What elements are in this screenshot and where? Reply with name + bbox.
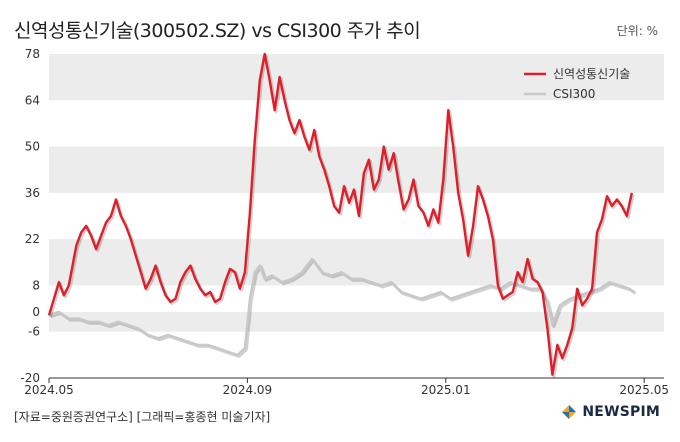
x-tick-label: 2025.05	[619, 383, 669, 397]
logo-text: NEWSPIM	[582, 404, 660, 420]
x-tick-label: 2025.01	[421, 383, 471, 397]
y-axis: 78 64 50 36 22 8 0 -6 -20	[20, 47, 40, 385]
y-tick-label: 36	[25, 186, 40, 200]
y-tick-label: 22	[25, 232, 40, 246]
y-tick-label: 8	[32, 278, 40, 292]
background-band	[49, 146, 664, 193]
y-tick-label: 64	[25, 93, 40, 107]
legend-label: 신역성통신기술	[553, 67, 630, 81]
x-axis: 2024.05 2024.09 2025.01 2025.05	[24, 378, 669, 397]
chart-title: 신역성통신기술(300502.SZ) vs CSI300 주가 추이	[14, 20, 421, 42]
series-lines	[47, 52, 637, 378]
newspim-logo: NEWSPIM	[561, 404, 660, 420]
series-line-sinyuk	[47, 52, 633, 376]
x-tick-label: 2024.09	[223, 383, 273, 397]
background-band	[49, 54, 664, 101]
y-tick-label: 50	[25, 140, 40, 154]
y-tick-label: -20	[20, 371, 40, 385]
y-tick-label: 78	[25, 47, 40, 61]
x-tick-label: 2024.05	[24, 383, 74, 397]
source-credit: [자료=중원증권연구소] [그래픽=홍종현 미술기자]	[14, 410, 271, 424]
y-tick-label: -6	[28, 325, 40, 339]
newspim-logo-icon	[562, 405, 577, 419]
legend-label: CSI300	[553, 87, 595, 101]
unit-label: 단위: %	[616, 24, 658, 38]
legend: 신역성통신기술 CSI300	[524, 67, 630, 101]
y-tick-label: 0	[32, 305, 40, 319]
background-band	[49, 311, 664, 332]
